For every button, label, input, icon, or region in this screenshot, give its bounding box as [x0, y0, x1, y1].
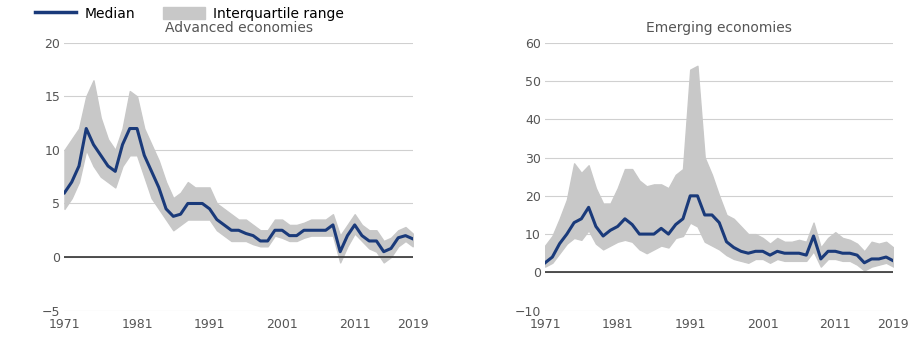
Legend: Median, Interquartile range: Median, Interquartile range: [35, 7, 344, 21]
Title: Emerging economies: Emerging economies: [647, 21, 792, 35]
Title: Advanced economies: Advanced economies: [165, 21, 312, 35]
